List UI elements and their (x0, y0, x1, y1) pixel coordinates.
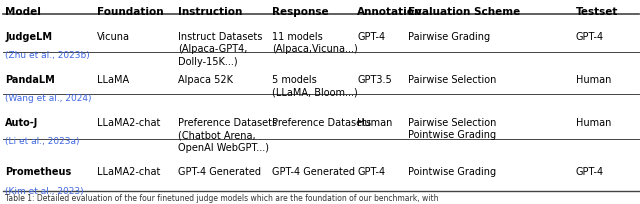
Text: LLaMA2-chat: LLaMA2-chat (97, 166, 161, 176)
Text: GPT-4: GPT-4 (576, 166, 604, 176)
Text: Preference Datasets
(Chatbot Arena,
OpenAI WebGPT...): Preference Datasets (Chatbot Arena, Open… (178, 117, 277, 152)
Text: Vicuna: Vicuna (97, 32, 131, 42)
Text: Model: Model (5, 7, 41, 17)
Text: Pointwise Grading: Pointwise Grading (408, 166, 497, 176)
Text: Human: Human (576, 117, 611, 127)
Text: Pairwise Selection
Pointwise Grading: Pairwise Selection Pointwise Grading (408, 117, 497, 140)
Text: Instruct Datasets
(Alpaca-GPT4,
Dolly-15K...): Instruct Datasets (Alpaca-GPT4, Dolly-15… (178, 32, 262, 66)
Text: LLaMA: LLaMA (97, 74, 129, 84)
Text: GPT-4: GPT-4 (357, 32, 385, 42)
Text: (Wang et al., 2024): (Wang et al., 2024) (5, 94, 92, 103)
Text: Preference Datasets: Preference Datasets (272, 117, 371, 127)
Text: Evaluation Scheme: Evaluation Scheme (408, 7, 520, 17)
Text: Pairwise Selection: Pairwise Selection (408, 74, 497, 84)
Text: Annotation: Annotation (357, 7, 422, 17)
Text: 5 models
(LLaMA, Bloom...): 5 models (LLaMA, Bloom...) (272, 74, 358, 97)
Text: Auto-J: Auto-J (5, 117, 38, 127)
Text: PandaLM: PandaLM (5, 74, 55, 84)
Text: (Li et al., 2023a): (Li et al., 2023a) (5, 137, 79, 146)
Text: GPT3.5: GPT3.5 (357, 74, 392, 84)
Text: (Kim et al., 2023): (Kim et al., 2023) (5, 186, 84, 195)
Text: Prometheus: Prometheus (5, 166, 72, 176)
Text: (Zhu et al., 2023b): (Zhu et al., 2023b) (5, 51, 90, 60)
Text: GPT-4: GPT-4 (576, 32, 604, 42)
Text: Human: Human (357, 117, 392, 127)
Text: LLaMA2-chat: LLaMA2-chat (97, 117, 161, 127)
Text: Alpaca 52K: Alpaca 52K (178, 74, 233, 84)
Text: GPT-4 Generated: GPT-4 Generated (178, 166, 261, 176)
Text: Instruction: Instruction (178, 7, 243, 17)
Text: Human: Human (576, 74, 611, 84)
Text: JudgeLM: JudgeLM (5, 32, 52, 42)
Text: GPT-4: GPT-4 (357, 166, 385, 176)
Text: Testset: Testset (576, 7, 618, 17)
Text: 11 models
(Alpaca,Vicuna...): 11 models (Alpaca,Vicuna...) (272, 32, 358, 54)
Text: GPT-4 Generated: GPT-4 Generated (272, 166, 355, 176)
Text: Table 1: Detailed evaluation of the four finetuned judge models which are the fo: Table 1: Detailed evaluation of the four… (5, 193, 438, 202)
Text: Response: Response (272, 7, 328, 17)
Text: Pairwise Grading: Pairwise Grading (408, 32, 490, 42)
Text: Foundation: Foundation (97, 7, 164, 17)
